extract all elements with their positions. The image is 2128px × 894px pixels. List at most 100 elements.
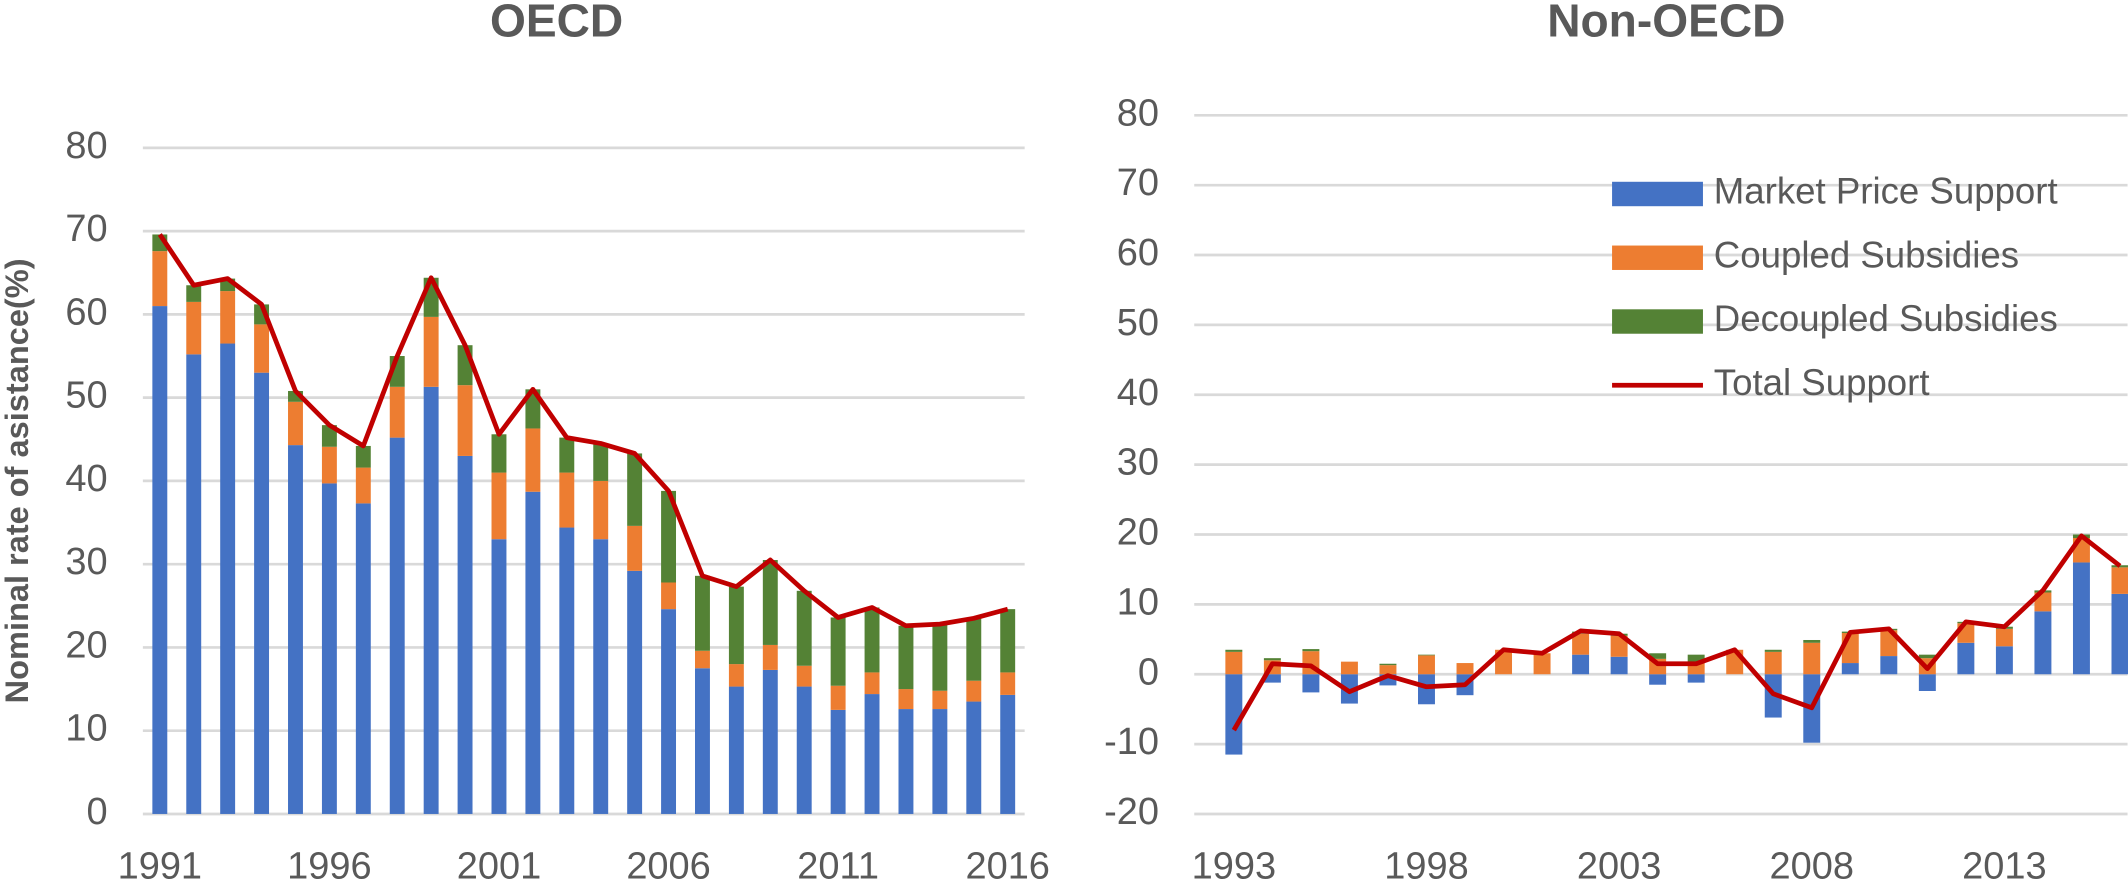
bar xyxy=(1000,672,1016,695)
bar xyxy=(1225,674,1243,755)
bar xyxy=(1000,609,1016,673)
bar xyxy=(220,343,236,814)
bar xyxy=(695,668,710,814)
bar xyxy=(966,680,982,702)
y-tick-label: 30 xyxy=(1117,442,1159,484)
bar xyxy=(2111,565,2128,568)
bar xyxy=(932,690,948,710)
y-tick-label: 20 xyxy=(1117,512,1159,554)
bar xyxy=(355,503,371,814)
bar xyxy=(457,385,473,456)
bar xyxy=(1418,674,1435,705)
bar xyxy=(593,443,609,481)
bar xyxy=(728,686,744,814)
bar xyxy=(423,386,439,814)
y-tick-label: 80 xyxy=(1117,92,1159,134)
bar xyxy=(321,425,337,447)
y-tick-label: 40 xyxy=(65,458,107,500)
legend-swatch xyxy=(1612,245,1703,270)
bar xyxy=(593,539,609,814)
bar xyxy=(2034,611,2052,675)
x-tick-label: 2001 xyxy=(457,845,541,887)
x-tick-label: 1993 xyxy=(1192,845,1276,887)
bar xyxy=(627,570,643,814)
bar xyxy=(1379,663,1397,666)
bar xyxy=(559,527,575,814)
bar xyxy=(1880,656,1898,675)
bar xyxy=(864,694,880,814)
y-tick-label: 50 xyxy=(65,375,107,417)
bar xyxy=(728,586,744,665)
bar xyxy=(2111,567,2128,594)
legend-label: Total Support xyxy=(1714,362,1930,403)
bar xyxy=(186,285,202,302)
bar xyxy=(1379,665,1397,675)
y-tick-label: 30 xyxy=(65,541,107,583)
bar xyxy=(389,386,405,438)
bar xyxy=(1225,651,1243,675)
bar xyxy=(966,618,982,681)
y-tick-label: 50 xyxy=(1117,302,1159,344)
bar xyxy=(762,669,778,814)
legend-swatch xyxy=(1612,309,1703,334)
bar xyxy=(2111,593,2128,675)
bar xyxy=(1572,633,1590,655)
bar xyxy=(1610,635,1628,657)
x-tick-label: 2011 xyxy=(797,845,879,887)
bar xyxy=(1687,654,1705,662)
bar xyxy=(898,625,914,690)
y-tick-label: 0 xyxy=(1138,651,1159,693)
bar xyxy=(898,709,914,814)
y-tick-label: -20 xyxy=(1104,791,1159,833)
bar xyxy=(186,354,202,814)
bar xyxy=(1340,661,1358,675)
bar xyxy=(389,437,405,814)
bar xyxy=(627,525,643,571)
bar xyxy=(321,446,337,484)
bar xyxy=(525,491,541,814)
bar xyxy=(661,582,677,610)
bar xyxy=(491,539,507,814)
bar xyxy=(898,689,914,710)
line xyxy=(157,233,1009,629)
y-tick-label: 0 xyxy=(86,791,107,833)
bar xyxy=(525,389,541,429)
bar xyxy=(1764,649,1782,652)
bar xyxy=(152,306,168,814)
bar xyxy=(1649,674,1667,685)
bar xyxy=(254,372,270,814)
bar xyxy=(1456,663,1474,675)
x-tick-label: 2006 xyxy=(626,845,710,887)
bar xyxy=(1572,654,1590,675)
bar xyxy=(355,467,371,504)
y-tick-label: 60 xyxy=(1117,232,1159,274)
bar xyxy=(220,291,236,344)
bar xyxy=(1379,674,1397,686)
bar xyxy=(321,483,337,814)
bar xyxy=(186,301,202,355)
y-tick-label: 10 xyxy=(1117,581,1159,623)
bar xyxy=(525,428,541,492)
bar xyxy=(1000,694,1016,814)
bar xyxy=(695,650,710,669)
bar xyxy=(1995,646,2013,675)
x-tick-label: 1996 xyxy=(287,845,371,887)
bar xyxy=(559,472,575,528)
bar xyxy=(1957,642,1975,675)
bar xyxy=(1302,674,1320,693)
bar xyxy=(661,490,677,583)
bar xyxy=(1880,630,1898,657)
bar xyxy=(423,316,439,387)
bar xyxy=(491,434,507,473)
bar xyxy=(288,390,303,402)
bar xyxy=(1841,663,1859,675)
bar xyxy=(932,709,948,814)
bar xyxy=(559,437,575,473)
bar xyxy=(932,624,948,691)
x-tick-label: 1991 xyxy=(118,845,202,887)
y-tick-label: 80 xyxy=(65,125,107,167)
bar xyxy=(796,665,812,687)
bar xyxy=(695,575,710,651)
chart-title: OECD xyxy=(490,0,623,47)
